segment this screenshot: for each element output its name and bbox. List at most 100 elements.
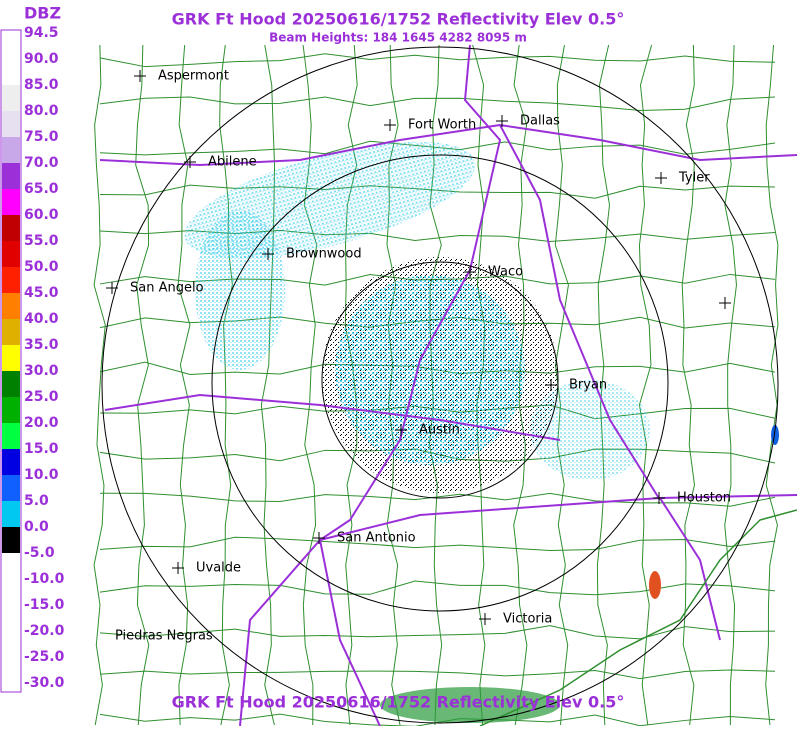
city-label: Fort Worth <box>408 118 476 133</box>
city-marker <box>134 70 146 82</box>
city-label: San Antonio <box>337 531 416 546</box>
footer-title: GRK Ft Hood 20250616/1752 Reflectivity E… <box>172 693 625 712</box>
city-marker <box>184 156 196 168</box>
city-marker <box>653 492 665 504</box>
legend-label: 90.0 <box>24 51 59 67</box>
legend-label: 35.0 <box>24 337 59 353</box>
legend-swatch <box>2 423 20 449</box>
county-line <box>177 44 191 726</box>
legend-swatch <box>2 371 20 397</box>
city-label: Victoria <box>503 612 552 627</box>
legend-swatch <box>2 631 20 657</box>
city-marker <box>496 115 508 127</box>
city-label: Waco <box>488 265 523 280</box>
county-line <box>765 44 779 726</box>
legend-swatch <box>2 449 20 475</box>
cities: Aspermont Fort Worth Dallas Abilene Tyler Bro… <box>106 69 731 644</box>
legend-label: 30.0 <box>24 363 59 379</box>
legend-label: 65.0 <box>24 181 59 197</box>
legend-label: -15.0 <box>24 597 65 613</box>
county-line <box>99 669 776 680</box>
city-label: Uvalde <box>196 561 241 576</box>
county-line <box>99 625 776 640</box>
county-line <box>724 44 737 726</box>
legend-label: -10.0 <box>24 571 65 587</box>
legend-label: 40.0 <box>24 311 59 327</box>
legend-swatch <box>2 59 20 85</box>
legend-swatch <box>2 319 20 345</box>
city-marker <box>172 562 184 574</box>
city-label: Dallas <box>520 114 560 129</box>
city-marker <box>384 119 396 131</box>
county-line <box>681 44 696 726</box>
legend-label: 45.0 <box>24 285 59 301</box>
city-label: Abilene <box>208 155 257 170</box>
legend-swatch <box>2 345 20 371</box>
county-line <box>638 44 653 726</box>
legend-label: 60.0 <box>24 207 59 223</box>
legend-label: 15.0 <box>24 441 59 457</box>
city-marker <box>395 424 407 436</box>
city-label: Houston <box>677 491 731 506</box>
legend-swatch <box>2 605 20 631</box>
city-marker <box>313 532 325 544</box>
legend-label: 55.0 <box>24 233 59 249</box>
radar-echoes <box>184 141 779 723</box>
legend-swatch <box>2 475 20 501</box>
county-line <box>99 492 776 507</box>
legend-label: 20.0 <box>24 415 59 431</box>
legend-label: 10.0 <box>24 467 59 483</box>
legend: 94.5 90.0 85.0 80.0 75.0 70.0 65.0 60.0 55.0 50.0… <box>2 25 65 691</box>
legend-swatch <box>2 163 20 189</box>
legend-label: 50.0 <box>24 259 59 275</box>
city-label: Piedras Negras <box>115 629 213 644</box>
city-label: San Angelo <box>130 281 204 296</box>
county-line <box>99 96 776 111</box>
city-marker <box>106 282 118 294</box>
legend-label: 70.0 <box>24 155 59 171</box>
legend-swatch <box>2 553 20 579</box>
county-line <box>99 536 776 552</box>
legend-swatch <box>2 267 20 293</box>
legend-frame <box>0 29 22 693</box>
legend-label: 75.0 <box>24 129 59 145</box>
county-line <box>99 53 776 68</box>
legend-label: -20.0 <box>24 623 65 639</box>
legend-label: 85.0 <box>24 77 59 93</box>
legend-label: 94.5 <box>24 25 59 41</box>
county-line <box>99 580 776 596</box>
legend-swatch <box>2 579 20 605</box>
city-marker <box>545 379 557 391</box>
city-marker <box>262 248 274 260</box>
city-marker <box>655 172 667 184</box>
county-line <box>135 44 150 726</box>
legend-swatch <box>2 241 20 267</box>
city-label: Tyler <box>678 171 710 186</box>
legend-swatch <box>2 215 20 241</box>
legend-swatch <box>2 189 20 215</box>
legend-swatch <box>2 397 20 423</box>
legend-label: 0.0 <box>24 519 49 535</box>
city-label: Brownwood <box>286 247 362 262</box>
county-line <box>93 44 106 726</box>
legend-label: -30.0 <box>24 675 65 691</box>
legend-label: -5.0 <box>24 545 55 561</box>
legend-swatch <box>2 293 20 319</box>
city-label: Bryan <box>569 378 607 393</box>
legend-title: DBZ <box>24 4 61 23</box>
city-label: Austin <box>419 423 460 438</box>
county-line <box>260 44 276 726</box>
legend-swatch <box>2 111 20 137</box>
legend-label: -25.0 <box>24 649 65 665</box>
city-marker <box>464 266 476 278</box>
legend-swatch <box>2 33 20 59</box>
subtitle: Beam Heights: 184 1645 4282 8095 m <box>269 31 527 45</box>
legend-swatch <box>2 137 20 163</box>
legend-label: 25.0 <box>24 389 59 405</box>
city-marker <box>479 613 491 625</box>
legend-label: 5.0 <box>24 493 49 509</box>
legend-swatch <box>2 657 20 683</box>
county-line <box>302 44 318 726</box>
